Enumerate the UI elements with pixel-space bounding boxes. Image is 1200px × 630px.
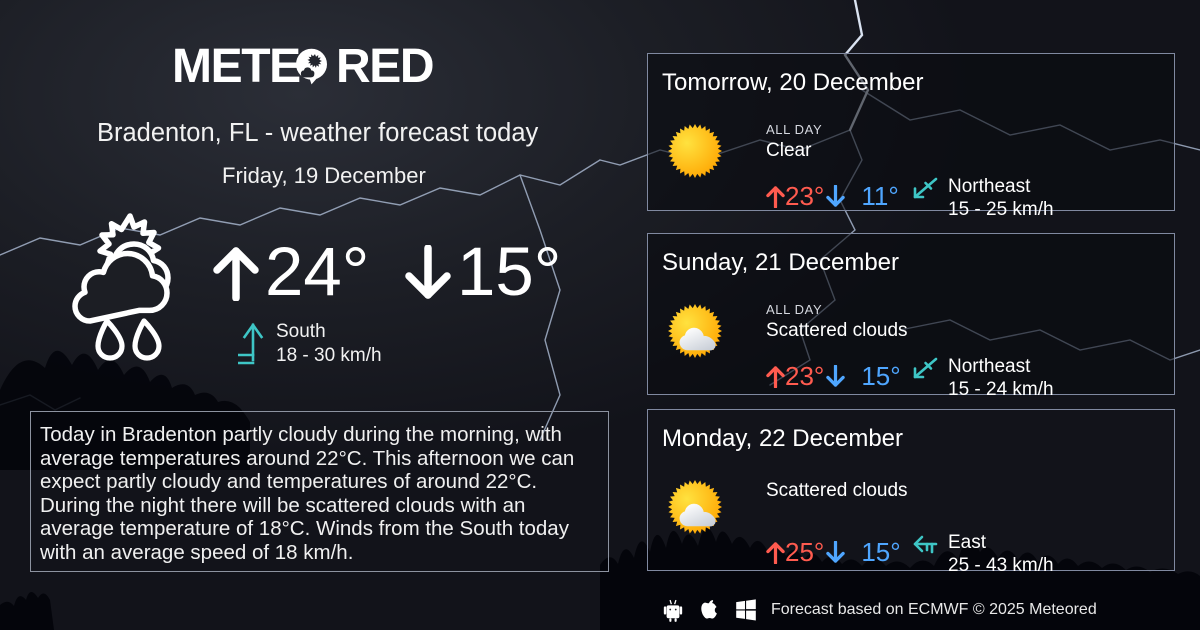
svg-text:METE: METE: [172, 40, 300, 93]
svg-text:RED: RED: [336, 40, 433, 93]
